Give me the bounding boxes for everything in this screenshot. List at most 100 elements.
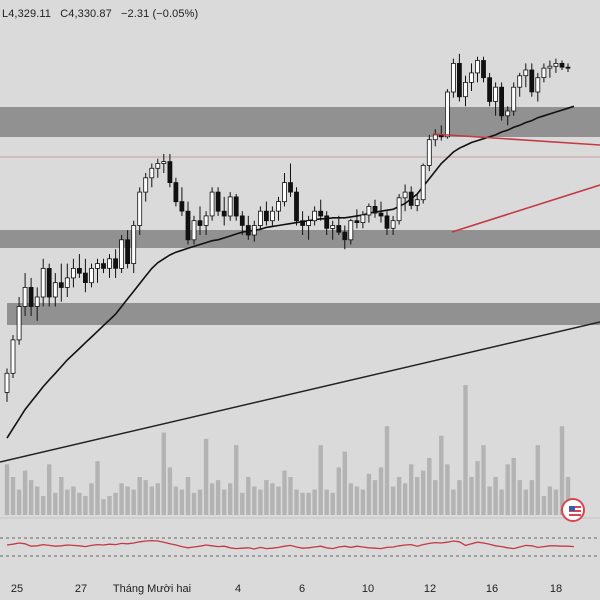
support-zone-lower [7, 303, 600, 325]
candle [312, 206, 318, 226]
candle-body [481, 60, 486, 79]
x-tick-label: 25 [11, 583, 23, 595]
candle-body [378, 212, 384, 217]
candle-body [463, 82, 468, 98]
candle [239, 211, 245, 235]
candle-body [426, 139, 432, 166]
candle [342, 225, 348, 250]
candle-body [107, 258, 112, 269]
candle [402, 184, 408, 212]
candle-body [535, 77, 541, 93]
volume-bar [197, 489, 203, 515]
candle-body [191, 220, 197, 241]
volume-bar [161, 432, 166, 515]
candle-body [348, 220, 354, 241]
volume-bar [53, 492, 58, 515]
candle-body [119, 239, 124, 269]
candle-body [239, 215, 245, 226]
volume-bar [215, 480, 221, 515]
volume-bar [179, 489, 185, 515]
long-trend-line[interactable] [0, 321, 600, 463]
candle [34, 287, 40, 321]
candle-body [233, 196, 239, 217]
candle [101, 258, 106, 274]
volume-bar [222, 489, 227, 515]
x-tick-label: 18 [550, 583, 562, 595]
candle [209, 187, 215, 221]
candle [426, 134, 432, 172]
x-tick-label: 16 [486, 583, 498, 595]
volume-bar [4, 464, 10, 515]
candle [336, 215, 342, 235]
volume-bar [541, 496, 547, 515]
triangle-upper-line[interactable] [432, 133, 600, 146]
candle [149, 163, 155, 188]
candle [529, 63, 535, 97]
candle [4, 368, 10, 402]
volume-bar [167, 467, 173, 515]
candle [420, 163, 426, 204]
candle [475, 56, 480, 83]
candle [125, 230, 130, 269]
volume-bar [203, 438, 209, 515]
volume-bar [41, 496, 46, 515]
candle-body [89, 267, 94, 284]
candle-body [125, 239, 130, 265]
candle [95, 258, 100, 283]
volume-bar [336, 467, 341, 515]
candle [469, 63, 474, 91]
candle [161, 154, 167, 173]
volume-bar [493, 477, 498, 515]
volume-bar [439, 435, 444, 515]
volume-bar [312, 489, 317, 515]
triangle-lower-line[interactable] [451, 184, 600, 233]
volume-bar [360, 489, 366, 515]
candle [215, 187, 221, 216]
candle [565, 63, 571, 72]
volume-bar [143, 480, 148, 515]
volume-bar [209, 483, 215, 515]
candle [89, 263, 94, 288]
candle [191, 215, 197, 245]
rsi-line [6, 539, 575, 550]
candle [360, 211, 366, 229]
candle-body [559, 63, 565, 68]
candle [517, 72, 523, 97]
volume-bar [421, 470, 426, 515]
candle-body [95, 263, 100, 269]
volume-bar [505, 464, 510, 515]
volume-bar [131, 489, 136, 515]
candle-body [300, 220, 306, 226]
candle [77, 254, 82, 278]
volume-bar [433, 480, 438, 515]
candle-body [149, 167, 155, 179]
candle-body [384, 215, 390, 229]
candle [197, 206, 203, 235]
candle-body [360, 214, 366, 223]
candle-body [318, 210, 324, 217]
candle-body [245, 225, 251, 236]
volume-bar [511, 457, 516, 515]
volume-bar [252, 486, 257, 515]
candle [46, 263, 52, 307]
x-tick-label: 27 [75, 583, 87, 595]
candle [119, 235, 124, 274]
candle-body [185, 210, 191, 241]
candle-body [505, 110, 511, 117]
us-flag-icon[interactable] [561, 498, 585, 522]
candle [155, 158, 161, 178]
candle-body [547, 65, 553, 69]
candle [10, 335, 16, 378]
candle [16, 297, 22, 345]
candle-body [402, 191, 408, 199]
candle [414, 194, 420, 212]
volume-bar [101, 499, 106, 515]
candle [203, 211, 209, 235]
volume-bar [65, 489, 70, 515]
volume-bar [228, 483, 233, 515]
candle [390, 215, 396, 235]
candle-body [215, 191, 221, 212]
candle-body [475, 60, 480, 74]
candle [505, 106, 511, 126]
